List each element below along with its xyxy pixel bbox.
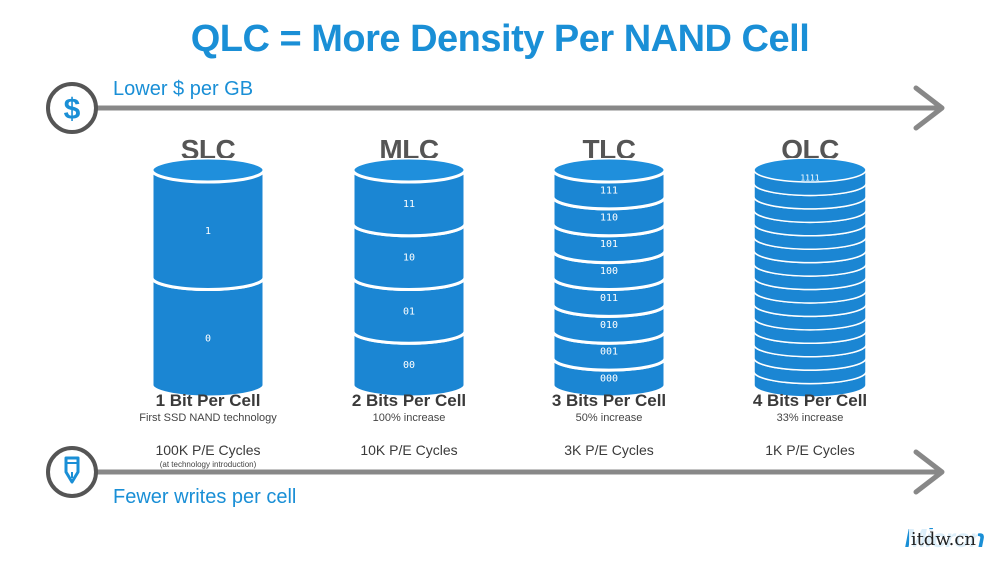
- bottom-arrow-label: Fewer writes per cell: [113, 486, 297, 508]
- bits-per-cell-label: 1 Bit Per Cell: [155, 391, 261, 410]
- bits-per-cell-label: 4 Bits Per Cell: [752, 391, 868, 410]
- cell-state-disk: 111: [551, 158, 667, 211]
- cell-state-label: 0: [205, 333, 211, 344]
- cell-stack-slc: 01: [150, 158, 266, 398]
- bottom-arrow: [46, 446, 945, 498]
- cell-state-label: 100: [600, 266, 618, 277]
- cell-state-label: 111: [600, 185, 618, 196]
- column-description: 33% increase: [776, 412, 844, 424]
- cell-state-disk: 1111: [753, 158, 867, 197]
- cell-stack-mlc: 00 01 10 11: [351, 158, 467, 398]
- dollar-icon: $: [46, 82, 98, 134]
- cell-state-label: 010: [600, 320, 618, 331]
- pe-cycles-label: 10K P/E Cycles: [360, 442, 458, 458]
- cell-state-label: 1: [205, 226, 211, 237]
- cell-state-label: 011: [600, 293, 618, 304]
- cell-stack-tlc: 000 001 010 011 100 101 110 111: [551, 158, 667, 398]
- cell-state-label: 101: [600, 239, 618, 250]
- bits-per-cell-label: 3 Bits Per Cell: [551, 391, 667, 410]
- bits-per-cell-label: 2 Bits Per Cell: [351, 391, 467, 410]
- cell-state-label: 000: [600, 374, 618, 385]
- column-description: 100% increase: [372, 412, 446, 424]
- cell-state-label: 001: [600, 347, 618, 358]
- pen-icon: [46, 446, 98, 498]
- cell-state-label: 10: [403, 253, 415, 264]
- watermark: itdw.cn: [908, 529, 978, 550]
- pe-cycles-note: (at technology introduction): [159, 460, 257, 469]
- top-arrow-label: Lower $ per GB: [113, 78, 254, 100]
- pe-cycles-label: 100K P/E Cycles: [155, 442, 261, 458]
- cell-state-label: 1111: [800, 174, 819, 183]
- cell-state-label: 11: [403, 199, 415, 210]
- cell-state-label: 110: [600, 212, 618, 223]
- pe-cycles-label: 3K P/E Cycles: [564, 442, 654, 458]
- cell-state-label: 00: [403, 360, 415, 371]
- cell-state-disk: 11: [351, 158, 467, 238]
- svg-text:$: $: [64, 93, 81, 126]
- page-title: QLC = More Density Per NAND Cell: [190, 18, 810, 60]
- cell-stack-qlc: 0000000100100011010001010110011110001001…: [753, 158, 867, 398]
- cell-state-label: 01: [403, 306, 415, 317]
- column-description: 50% increase: [575, 412, 643, 424]
- column-description: First SSD NAND technology: [139, 412, 277, 424]
- cell-state-disk: 1: [150, 158, 266, 291]
- top-arrow: $: [46, 82, 945, 134]
- pe-cycles-label: 1K P/E Cycles: [765, 442, 855, 458]
